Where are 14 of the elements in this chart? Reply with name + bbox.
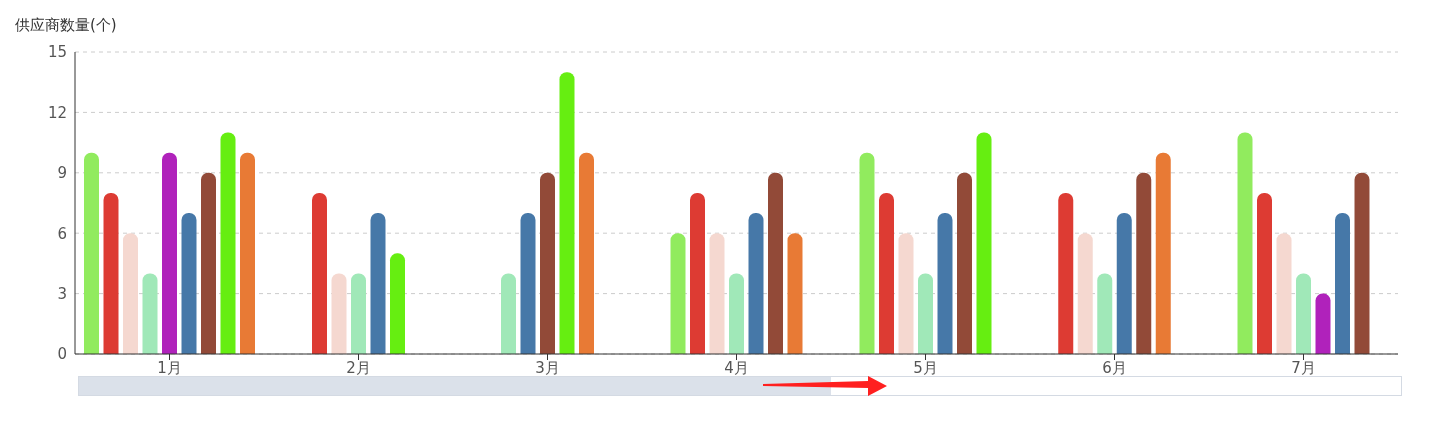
x-tick-label: 4月 — [724, 358, 749, 377]
x-tick-label: 1月 — [157, 358, 182, 377]
y-tick-label: 12 — [47, 103, 67, 122]
x-tick-label: 2月 — [346, 358, 371, 377]
x-tick-label: 3月 — [535, 358, 560, 377]
y-tick-label: 9 — [57, 164, 67, 183]
y-tick-label: 15 — [47, 43, 67, 62]
y-tick-label: 0 — [57, 345, 67, 364]
y-tick-label: 6 — [57, 224, 67, 243]
y-axis-title: 供应商数量(个) — [15, 16, 117, 35]
x-tick-label: 6月 — [1102, 358, 1127, 377]
x-tick-label: 7月 — [1291, 358, 1316, 377]
x-tick-label: 5月 — [913, 358, 938, 377]
y-tick-label: 3 — [57, 284, 67, 303]
